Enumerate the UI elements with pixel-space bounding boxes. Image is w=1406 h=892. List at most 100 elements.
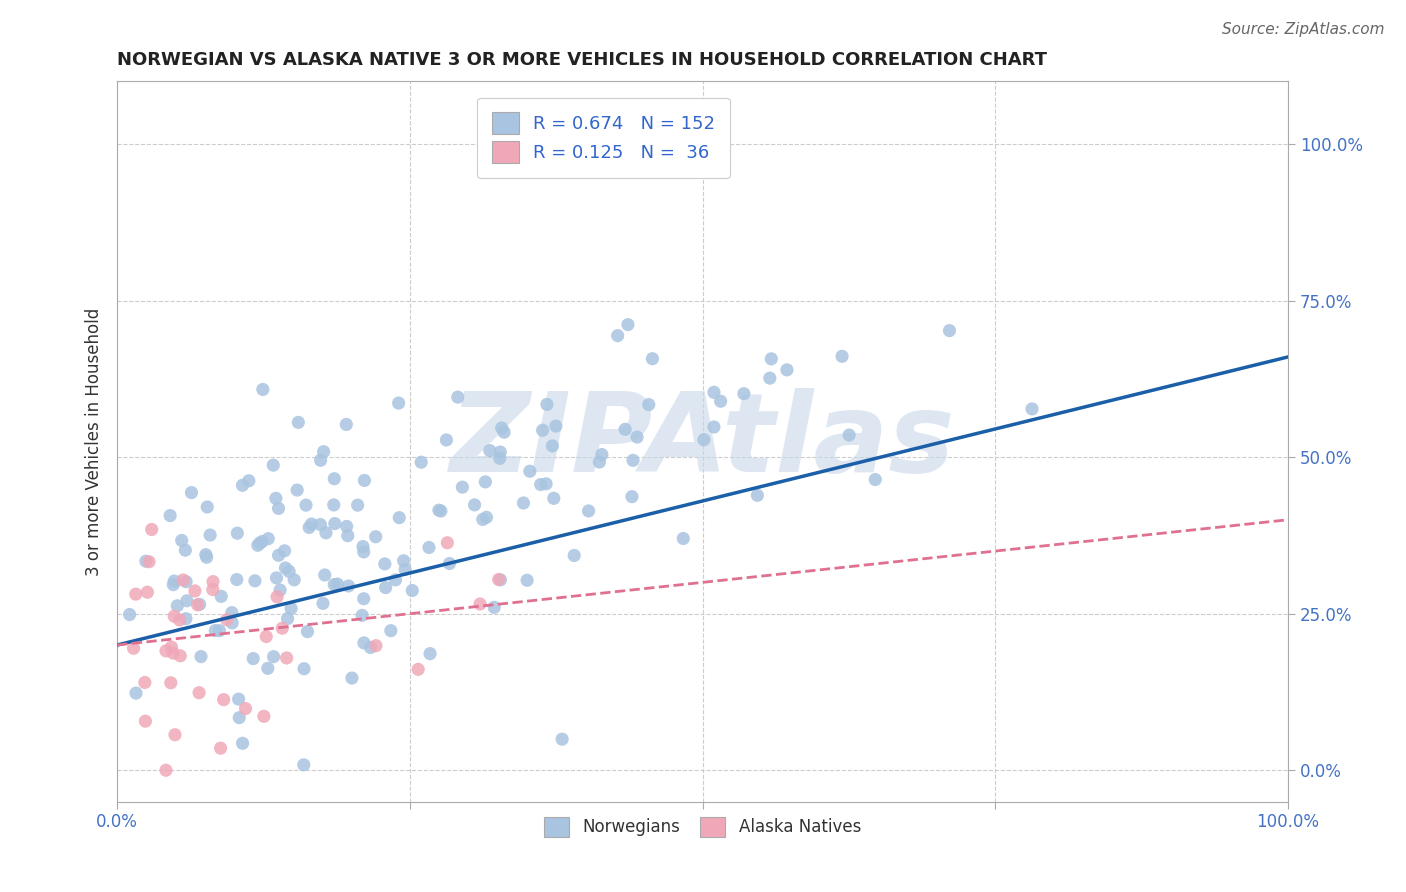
- Point: [516, 574, 538, 588]
- Point: [406, 662, 429, 676]
- Point: [188, 686, 211, 700]
- Point: [352, 608, 374, 623]
- Point: [277, 611, 299, 625]
- Point: [295, 498, 318, 512]
- Point: [252, 383, 274, 397]
- Point: [430, 504, 453, 518]
- Point: [188, 598, 211, 612]
- Point: [187, 598, 209, 612]
- Point: [215, 613, 238, 627]
- Point: [271, 621, 294, 635]
- Point: [464, 498, 486, 512]
- Point: [141, 523, 163, 537]
- Point: [242, 651, 264, 665]
- Point: [134, 675, 156, 690]
- Point: [419, 647, 441, 661]
- Point: [488, 573, 510, 587]
- Point: [392, 554, 415, 568]
- Point: [388, 510, 411, 524]
- Point: [195, 550, 218, 565]
- Point: [287, 416, 309, 430]
- Point: [1021, 401, 1043, 416]
- Point: [374, 581, 396, 595]
- Point: [221, 615, 243, 630]
- Point: [309, 453, 332, 467]
- Point: [865, 473, 887, 487]
- Point: [238, 474, 260, 488]
- Point: [447, 390, 470, 404]
- Point: [337, 579, 360, 593]
- Point: [235, 701, 257, 715]
- Point: [212, 692, 235, 706]
- Point: [276, 651, 298, 665]
- Point: [163, 609, 186, 624]
- Point: [494, 425, 516, 440]
- Point: [163, 574, 186, 588]
- Point: [620, 490, 643, 504]
- Point: [298, 520, 321, 534]
- Point: [938, 324, 960, 338]
- Point: [322, 498, 344, 512]
- Point: [312, 444, 335, 458]
- Point: [243, 574, 266, 588]
- Point: [672, 532, 695, 546]
- Point: [166, 599, 188, 613]
- Point: [249, 536, 271, 550]
- Point: [264, 491, 287, 506]
- Point: [591, 448, 613, 462]
- Point: [434, 433, 457, 447]
- Point: [360, 640, 382, 655]
- Point: [530, 477, 553, 491]
- Point: [136, 585, 159, 599]
- Point: [292, 757, 315, 772]
- Point: [315, 525, 337, 540]
- Point: [759, 371, 782, 385]
- Point: [208, 624, 231, 638]
- Point: [578, 504, 600, 518]
- Point: [257, 532, 280, 546]
- Text: Source: ZipAtlas.com: Source: ZipAtlas.com: [1222, 22, 1385, 37]
- Point: [201, 582, 224, 597]
- Point: [160, 640, 183, 654]
- Point: [776, 363, 799, 377]
- Point: [364, 639, 387, 653]
- Point: [468, 597, 491, 611]
- Point: [162, 646, 184, 660]
- Point: [451, 480, 474, 494]
- Point: [312, 596, 335, 610]
- Point: [267, 501, 290, 516]
- Point: [637, 398, 659, 412]
- Point: [180, 485, 202, 500]
- Point: [380, 624, 402, 638]
- Point: [346, 498, 368, 512]
- Point: [536, 397, 558, 411]
- Point: [174, 612, 197, 626]
- Point: [323, 577, 346, 591]
- Point: [228, 711, 250, 725]
- Point: [256, 661, 278, 675]
- Point: [340, 671, 363, 685]
- Point: [544, 419, 567, 434]
- Point: [353, 545, 375, 559]
- Point: [475, 510, 498, 524]
- Point: [543, 491, 565, 506]
- Point: [411, 455, 433, 469]
- Point: [838, 428, 860, 442]
- Point: [626, 430, 648, 444]
- Point: [209, 741, 232, 756]
- Point: [353, 636, 375, 650]
- Point: [155, 644, 177, 658]
- Point: [209, 590, 232, 604]
- Point: [198, 528, 221, 542]
- Point: [353, 474, 375, 488]
- Point: [266, 571, 288, 585]
- Point: [169, 648, 191, 663]
- Point: [641, 351, 664, 366]
- Text: ZIPAtlas: ZIPAtlas: [450, 388, 956, 495]
- Point: [155, 764, 177, 778]
- Point: [263, 649, 285, 664]
- Point: [267, 549, 290, 563]
- Point: [747, 488, 769, 502]
- Point: [534, 476, 557, 491]
- Point: [314, 568, 336, 582]
